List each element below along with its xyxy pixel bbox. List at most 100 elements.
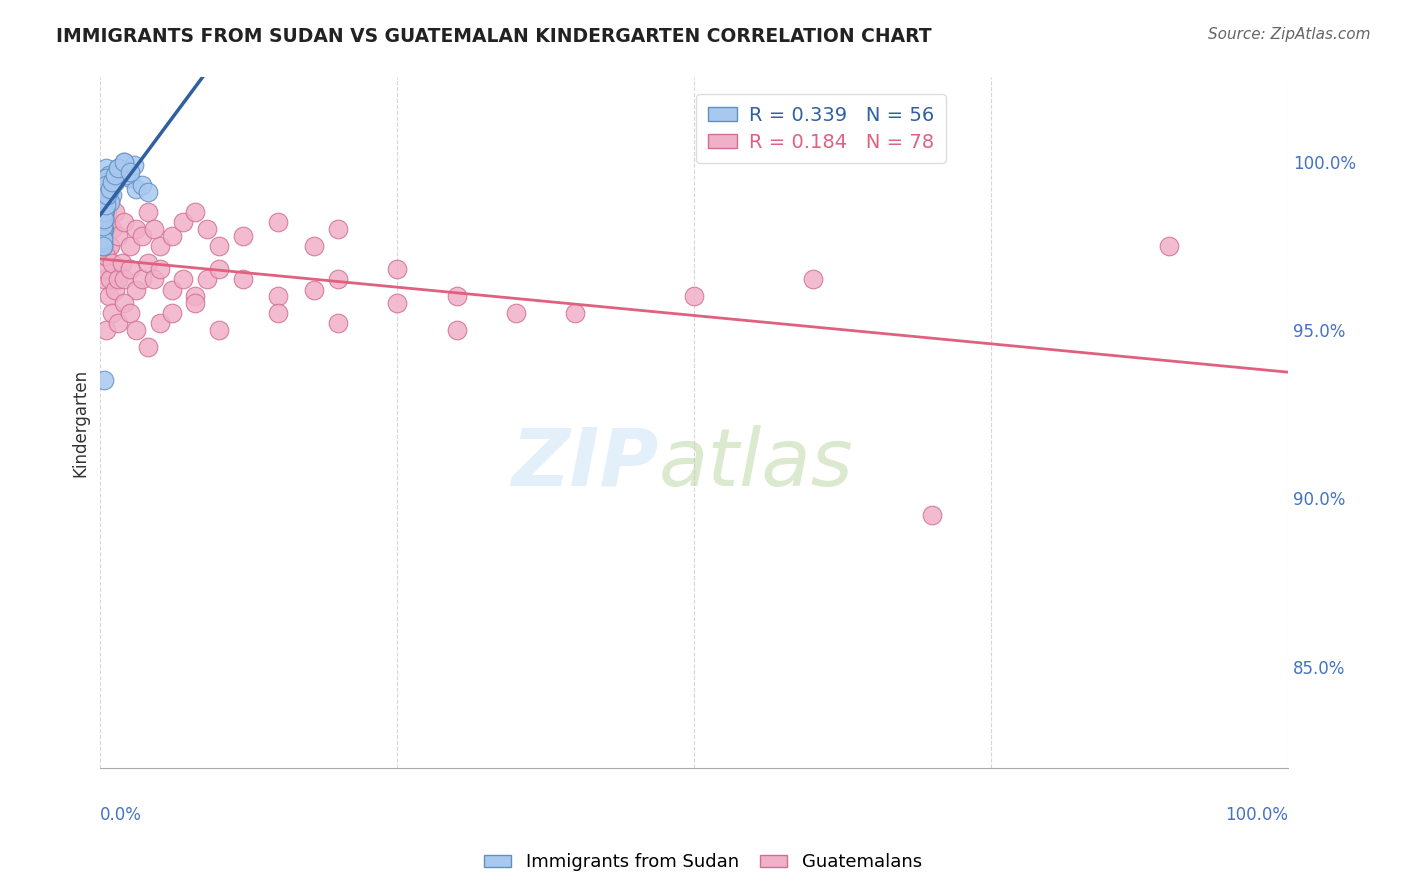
Y-axis label: Kindergarten: Kindergarten: [72, 368, 89, 476]
Point: [195, 222, 218, 236]
Point: [107, 161, 129, 176]
Point: [302, 283, 325, 297]
Point: [94, 181, 117, 195]
Point: [93, 222, 115, 236]
Point: [801, 272, 824, 286]
Point: [149, 239, 172, 253]
Point: [118, 262, 141, 277]
Point: [101, 188, 124, 202]
Point: [208, 323, 231, 337]
Point: [267, 215, 290, 229]
Point: [131, 272, 153, 286]
Point: [98, 239, 121, 253]
Point: [91, 222, 114, 236]
Point: [160, 228, 183, 243]
Point: [232, 272, 254, 286]
Point: [149, 262, 172, 277]
Point: [122, 158, 145, 172]
Point: [208, 262, 231, 277]
Point: [107, 316, 129, 330]
Point: [118, 306, 141, 320]
Point: [91, 215, 114, 229]
Point: [446, 323, 468, 337]
Point: [93, 209, 115, 223]
Point: [96, 175, 118, 189]
Point: [91, 228, 114, 243]
Point: [96, 178, 118, 193]
Point: [107, 228, 129, 243]
Point: [93, 188, 115, 202]
Text: 100.0%: 100.0%: [1225, 805, 1288, 823]
Point: [96, 188, 118, 202]
Point: [112, 272, 135, 286]
Point: [104, 168, 127, 182]
Point: [96, 323, 118, 337]
Point: [96, 178, 118, 193]
Point: [94, 202, 117, 216]
Point: [125, 181, 148, 195]
Point: [93, 374, 115, 388]
Point: [91, 235, 114, 250]
Point: [91, 219, 114, 233]
Point: [112, 154, 135, 169]
Point: [142, 222, 165, 236]
Text: ZIP: ZIP: [512, 425, 658, 503]
Point: [267, 306, 290, 320]
Point: [683, 289, 706, 303]
Point: [118, 171, 141, 186]
Point: [96, 249, 118, 263]
Point: [104, 283, 127, 297]
Point: [107, 272, 129, 286]
Point: [195, 272, 218, 286]
Point: [136, 255, 159, 269]
Point: [101, 222, 124, 236]
Point: [112, 296, 135, 310]
Point: [173, 215, 195, 229]
Point: [173, 272, 195, 286]
Point: [111, 255, 134, 269]
Point: [160, 306, 183, 320]
Legend: Immigrants from Sudan, Guatemalans: Immigrants from Sudan, Guatemalans: [477, 847, 929, 879]
Point: [326, 272, 349, 286]
Point: [136, 340, 159, 354]
Point: [96, 188, 118, 202]
Point: [93, 249, 115, 263]
Point: [142, 272, 165, 286]
Point: [118, 165, 141, 179]
Point: [93, 205, 115, 219]
Point: [115, 168, 138, 182]
Point: [149, 316, 172, 330]
Point: [94, 262, 117, 277]
Point: [94, 171, 117, 186]
Point: [387, 296, 409, 310]
Point: [91, 232, 114, 246]
Point: [91, 205, 114, 219]
Point: [136, 205, 159, 219]
Point: [91, 239, 114, 253]
Point: [98, 194, 121, 209]
Point: [101, 175, 124, 189]
Point: [96, 171, 118, 186]
Point: [94, 194, 117, 209]
Point: [93, 185, 115, 199]
Point: [94, 192, 117, 206]
Point: [104, 205, 127, 219]
Point: [1159, 239, 1181, 253]
Point: [96, 198, 118, 212]
Point: [136, 185, 159, 199]
Point: [98, 194, 121, 209]
Point: [184, 296, 207, 310]
Point: [97, 239, 120, 253]
Point: [112, 215, 135, 229]
Point: [96, 205, 118, 219]
Point: [96, 228, 118, 243]
Point: [112, 154, 135, 169]
Point: [131, 228, 153, 243]
Point: [96, 215, 118, 229]
Point: [505, 306, 527, 320]
Point: [96, 222, 118, 236]
Point: [232, 228, 254, 243]
Point: [94, 185, 117, 199]
Legend: R = 0.339   N = 56, R = 0.184   N = 78: R = 0.339 N = 56, R = 0.184 N = 78: [696, 94, 946, 163]
Point: [326, 316, 349, 330]
